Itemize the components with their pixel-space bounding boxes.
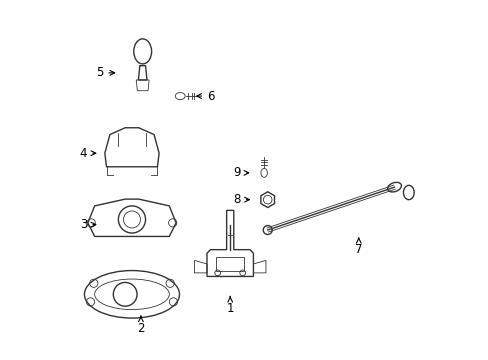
Text: 5: 5 [96,66,115,79]
Text: 6: 6 [196,90,214,103]
Text: 3: 3 [80,218,96,231]
Text: 2: 2 [137,316,144,335]
Text: 8: 8 [233,193,249,206]
Text: 9: 9 [233,166,248,179]
Text: 7: 7 [354,238,362,256]
Text: 4: 4 [80,147,96,160]
Text: 1: 1 [226,297,233,315]
